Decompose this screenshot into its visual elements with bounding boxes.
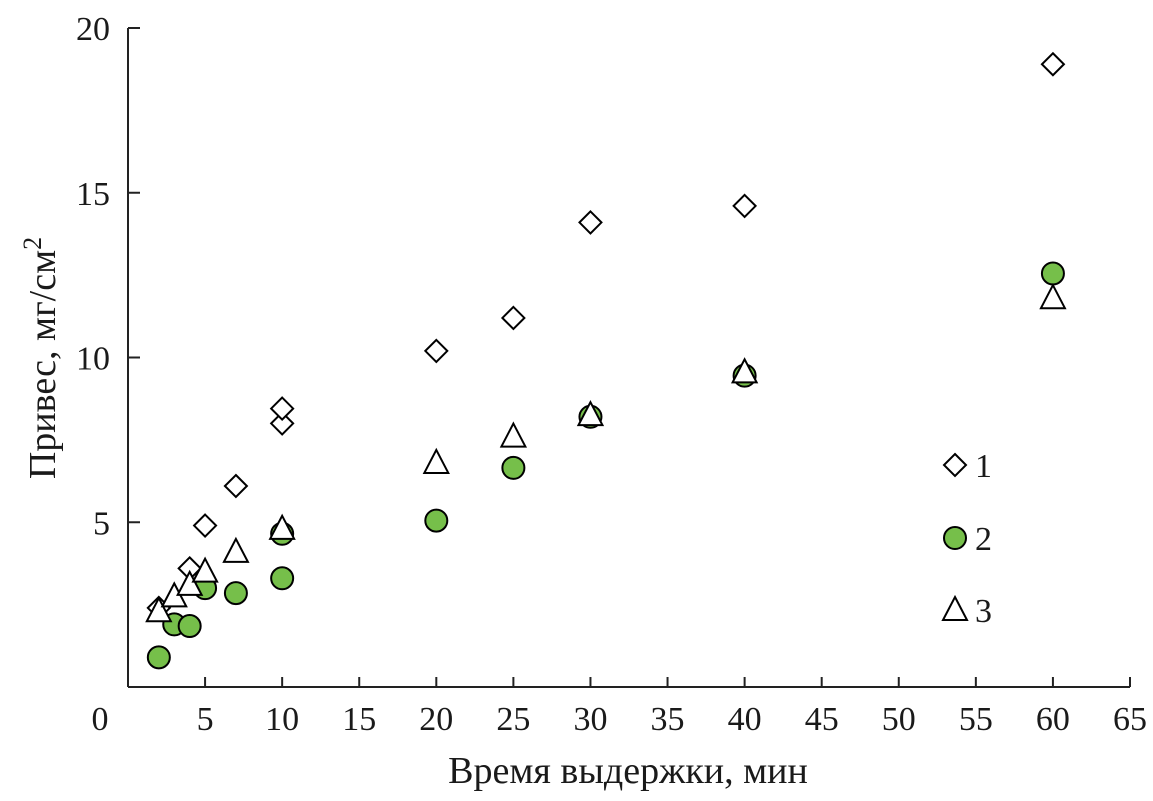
series-1-point [192, 513, 218, 538]
y-tick-label: 10 [76, 341, 110, 378]
legend-marker-1 [942, 452, 968, 478]
series-3-point [191, 556, 219, 583]
series-3-point [268, 513, 296, 540]
x-tick-label: 15 [342, 701, 376, 738]
legend-label-3: 3 [975, 593, 992, 630]
series-1-point [269, 410, 295, 436]
x-tick-label: 65 [1113, 701, 1147, 738]
x-tick-label: 5 [197, 701, 214, 738]
series-3-point [422, 447, 450, 474]
series-3-point [1039, 283, 1067, 310]
x-tick-label: 0 [92, 701, 109, 738]
series-3-point [576, 400, 605, 427]
series-1-point [423, 338, 449, 364]
series-3-point [145, 596, 173, 623]
x-tick-label: 20 [419, 701, 453, 738]
series-1-point [732, 193, 758, 219]
series-2-point [223, 581, 248, 606]
series-3-point [730, 357, 759, 384]
x-tick-label: 40 [728, 701, 762, 738]
x-tick-label: 25 [496, 701, 530, 738]
series-3-point [176, 569, 204, 596]
x-axis-label: Время выдержки, мин [448, 750, 808, 792]
series-1-point [578, 209, 603, 235]
legend-marker-3 [941, 594, 969, 621]
x-tick-label: 30 [573, 701, 607, 738]
legend: 1 2 3 [941, 448, 992, 630]
series-1-point [500, 305, 526, 331]
series-3-point [499, 421, 528, 448]
series-2-point [177, 614, 202, 639]
series-2-point [1040, 261, 1065, 286]
x-tick-label: 60 [1036, 701, 1070, 738]
y-tick-label: 15 [76, 176, 110, 213]
series-1-point [1040, 51, 1066, 77]
x-tick-label: 55 [959, 701, 993, 738]
x-tick-label: 50 [882, 701, 916, 738]
series-2-point [424, 508, 449, 533]
y-tick-label: 20 [76, 11, 110, 48]
legend-marker-2 [943, 526, 967, 550]
ticks: 0 5 10 15 20 25 30 35 40 45 50 55 60 65 5 10 15 20 [76, 11, 1147, 738]
y-tick-label: 5 [93, 505, 110, 542]
y-axis-label-superscript: 2 [18, 237, 47, 250]
series-2-point [270, 566, 295, 591]
data-points [145, 51, 1067, 670]
series-1-point [269, 396, 295, 421]
series-2-point [501, 455, 526, 480]
legend-label-1: 1 [975, 448, 992, 485]
series-2-point [146, 645, 171, 670]
series-1-point [223, 473, 249, 499]
y-axis-label: Привес, мг/см2 [18, 237, 64, 479]
x-tick-label: 10 [265, 701, 299, 738]
x-tick-label: 45 [805, 701, 839, 738]
series-3-point [222, 536, 250, 563]
legend-label-2: 2 [975, 521, 992, 558]
x-tick-label: 35 [651, 701, 685, 738]
